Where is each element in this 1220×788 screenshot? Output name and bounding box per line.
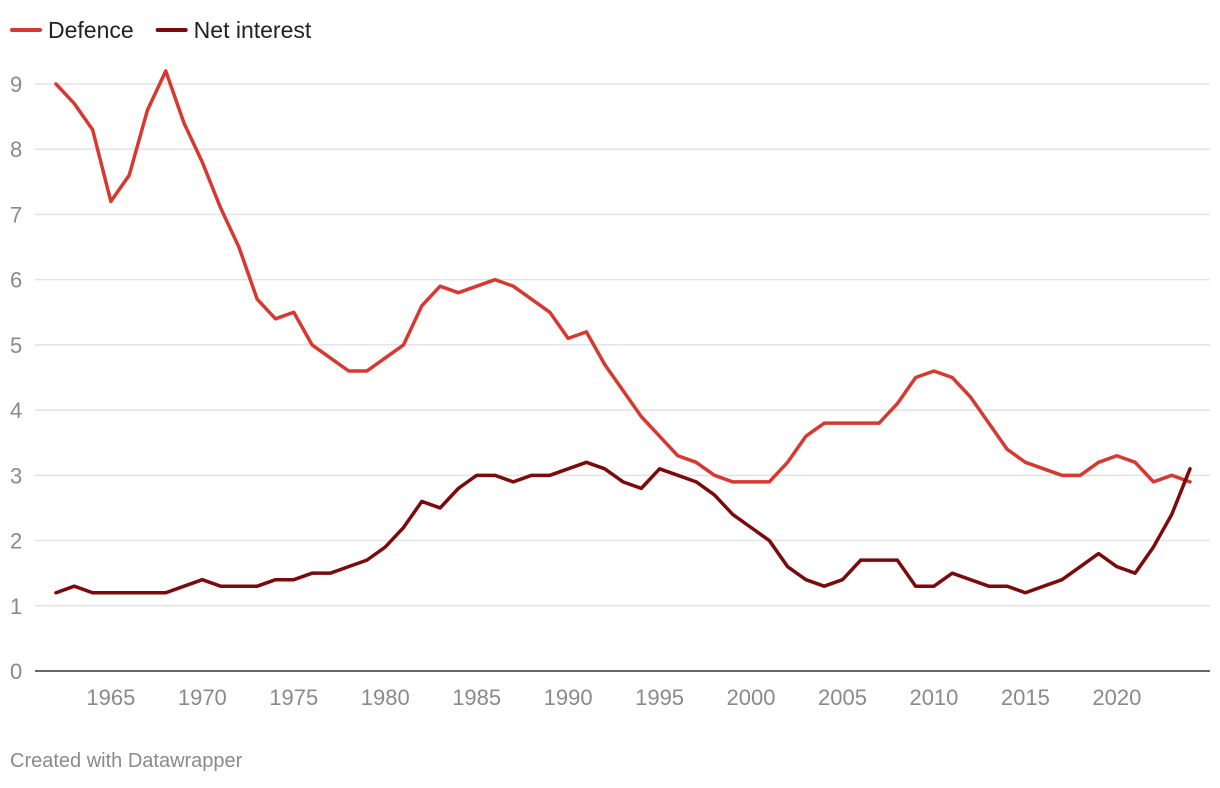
x-tick-label: 2000 <box>727 685 776 710</box>
y-tick-label: 7 <box>10 202 22 227</box>
series-group <box>54 69 1192 595</box>
x-tick-label: 1975 <box>269 685 318 710</box>
y-tick-label: 1 <box>10 594 22 619</box>
legend: Defence Net interest <box>10 17 312 43</box>
series-line-net-interest <box>54 460 1192 595</box>
y-tick-label: 4 <box>10 398 22 423</box>
y-tick-label: 5 <box>10 333 22 358</box>
series-line-defence <box>54 69 1192 484</box>
x-tick-label: 2005 <box>818 685 867 710</box>
x-tick-label: 2015 <box>1001 685 1050 710</box>
x-tick-label: 1965 <box>86 685 135 710</box>
y-axis-ticks: 0 1 2 3 4 5 6 7 8 9 <box>10 72 22 684</box>
y-tick-label: 8 <box>10 137 22 162</box>
x-tick-label: 1985 <box>452 685 501 710</box>
y-tick-label: 2 <box>10 529 22 554</box>
x-tick-label: 2010 <box>909 685 958 710</box>
grid-lines <box>35 83 1210 672</box>
x-tick-label: 1970 <box>178 685 227 710</box>
x-tick-label: 1995 <box>635 685 684 710</box>
y-tick-label: 0 <box>10 659 22 684</box>
y-tick-label: 3 <box>10 463 22 488</box>
y-tick-label: 9 <box>10 72 22 97</box>
x-tick-label: 2020 <box>1092 685 1141 710</box>
x-tick-label: 1990 <box>544 685 593 710</box>
x-axis-ticks: 1965 1970 1975 1980 1985 1990 1995 2000 2005 2010… <box>86 685 1141 710</box>
y-tick-label: 6 <box>10 268 22 293</box>
legend-label-defence: Defence <box>48 17 134 43</box>
legend-label-net-interest: Net interest <box>194 17 312 43</box>
credit-text: Created with Datawrapper <box>10 750 243 772</box>
x-tick-label: 1980 <box>361 685 410 710</box>
